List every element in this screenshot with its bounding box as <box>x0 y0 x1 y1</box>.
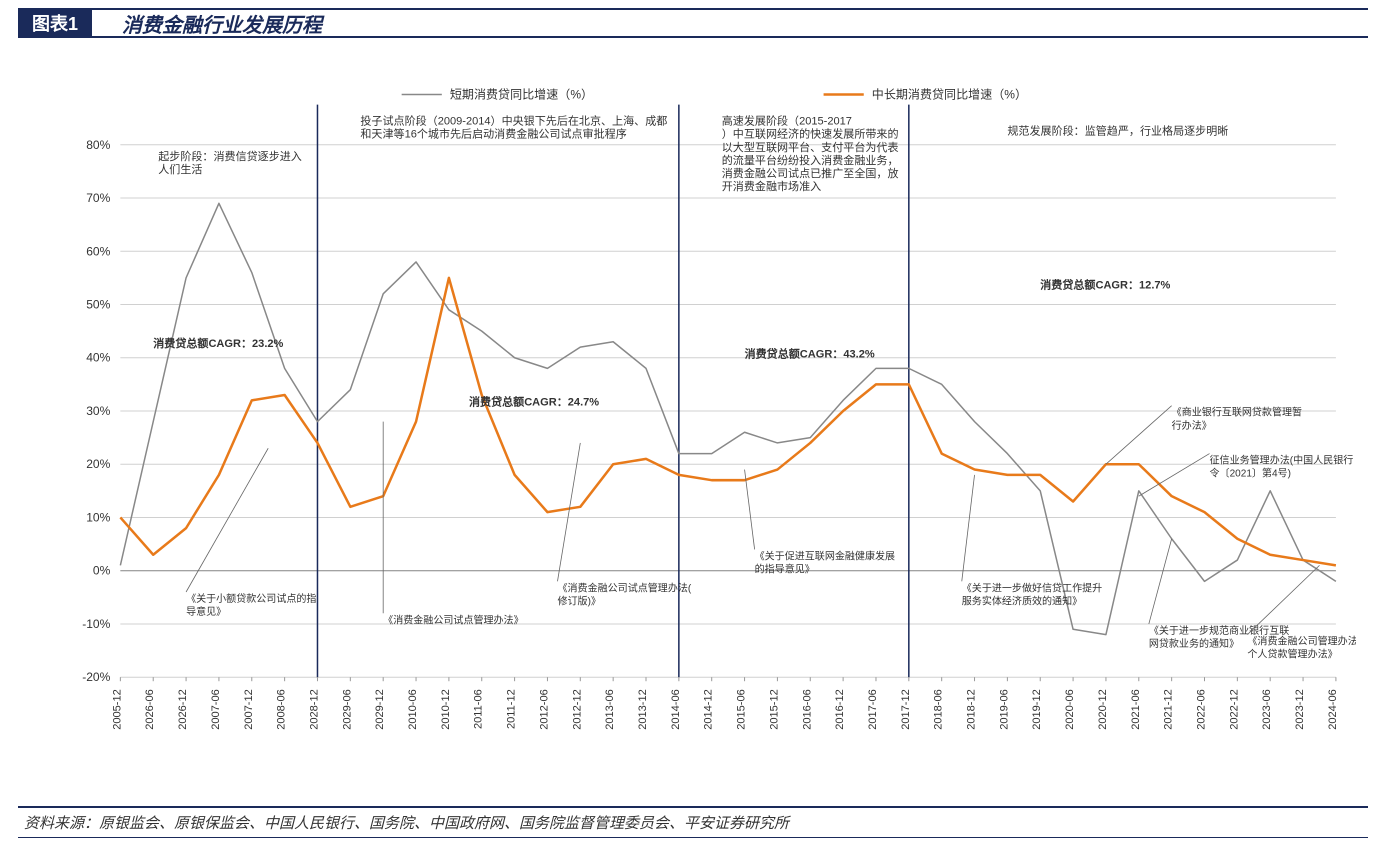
svg-text:中长期消费贷同比增速（%）: 中长期消费贷同比增速（%） <box>872 87 1027 102</box>
svg-text:2015-06: 2015-06 <box>736 689 748 730</box>
svg-text:2020-12: 2020-12 <box>1097 689 1109 730</box>
svg-text:-20%: -20% <box>82 670 110 684</box>
svg-text:2022-12: 2022-12 <box>1228 689 1240 730</box>
svg-text:2017-12: 2017-12 <box>900 689 912 730</box>
svg-text:行办法》: 行办法》 <box>1172 419 1212 432</box>
svg-text:2029-06: 2029-06 <box>341 689 353 730</box>
svg-text:2021-12: 2021-12 <box>1163 689 1175 730</box>
svg-text:40%: 40% <box>86 351 110 365</box>
svg-text:2020-06: 2020-06 <box>1064 689 1076 730</box>
svg-text:《关于小额贷款公司试点的指: 《关于小额贷款公司试点的指 <box>186 592 316 605</box>
source-list: 原银监会、原银保监会、中国人民银行、国务院、中国政府网、国务院监督管理委员会、平… <box>99 815 789 832</box>
svg-text:2012-12: 2012-12 <box>571 689 583 730</box>
svg-text:短期消费贷同比增速（%）: 短期消费贷同比增速（%） <box>450 88 593 102</box>
svg-text:2026-12: 2026-12 <box>177 689 189 730</box>
svg-text:2010-12: 2010-12 <box>440 689 452 730</box>
svg-text:2005-12: 2005-12 <box>111 689 123 730</box>
header-bar: 图表1 消费金融行业发展历程 <box>18 8 1368 38</box>
svg-text:导意见》: 导意见》 <box>186 605 226 618</box>
svg-text:0%: 0% <box>93 564 111 578</box>
svg-text:2008-06: 2008-06 <box>276 689 288 730</box>
svg-text:2019-06: 2019-06 <box>998 689 1010 730</box>
svg-text:投子试点阶段（2009-2014）中央银下先后在北京、上海、: 投子试点阶段（2009-2014）中央银下先后在北京、上海、成都 <box>360 114 667 128</box>
svg-text:令〔2021〕第4号): 令〔2021〕第4号) <box>1210 467 1291 480</box>
svg-text:70%: 70% <box>86 191 110 205</box>
svg-text:-10%: -10% <box>82 617 110 631</box>
svg-text:消费金融公司试点已推广至全国，放: 消费金融公司试点已推广至全国，放 <box>722 166 899 180</box>
svg-text:2013-12: 2013-12 <box>637 689 649 730</box>
svg-text:高速发展阶段（2015-2017: 高速发展阶段（2015-2017 <box>722 114 852 128</box>
svg-text:2017-06: 2017-06 <box>867 689 879 730</box>
svg-text:2022-06: 2022-06 <box>1195 689 1207 730</box>
svg-text:2023-06: 2023-06 <box>1261 689 1273 730</box>
svg-text:2019-12: 2019-12 <box>1031 689 1043 730</box>
svg-text:2014-06: 2014-06 <box>670 689 682 730</box>
svg-text:服务实体经济质效的通知》: 服务实体经济质效的通知》 <box>962 594 1082 607</box>
svg-text:消费贷总额CAGR：24.7%: 消费贷总额CAGR：24.7% <box>469 395 599 409</box>
svg-text:2016-06: 2016-06 <box>801 689 813 730</box>
svg-text:2012-06: 2012-06 <box>538 689 550 730</box>
svg-text:）中互联网经济的快速发展所带来的: ）中互联网经济的快速发展所带来的 <box>722 127 899 141</box>
svg-text:网贷款业务的通知》: 网贷款业务的通知》 <box>1149 637 1239 650</box>
svg-text:50%: 50% <box>86 298 110 312</box>
svg-text:以大型互联网平台、支付平台为代表: 以大型互联网平台、支付平台为代表 <box>722 140 899 154</box>
chart-title: 消费金融行业发展历程 <box>122 9 322 38</box>
source-prefix: 资料来源： <box>24 815 99 832</box>
svg-text:10%: 10% <box>86 510 110 524</box>
svg-text:2013-06: 2013-06 <box>604 689 616 730</box>
svg-text:消费贷总额CAGR：43.2%: 消费贷总额CAGR：43.2% <box>745 347 875 361</box>
svg-text:《关于进一步做好信贷工作提升: 《关于进一步做好信贷工作提升 <box>962 581 1102 594</box>
svg-text:30%: 30% <box>86 404 110 418</box>
svg-text:起步阶段：消费信贷逐步进入: 起步阶段：消费信贷逐步进入 <box>158 149 302 163</box>
svg-text:《消费金融公司试点管理办法》: 《消费金融公司试点管理办法》 <box>383 613 523 626</box>
svg-text:20%: 20% <box>86 457 110 471</box>
svg-text:2026-06: 2026-06 <box>144 689 156 730</box>
svg-text:2015-12: 2015-12 <box>768 689 780 730</box>
svg-text:2007-06: 2007-06 <box>210 689 222 730</box>
chart-number-badge: 图表1 <box>18 10 92 36</box>
svg-text:征信业务管理办法(中国人民银行: 征信业务管理办法(中国人民银行 <box>1210 454 1354 467</box>
svg-text:2010-06: 2010-06 <box>407 689 419 730</box>
svg-text:《消费金融公司管理办法》、《: 《消费金融公司管理办法》、《 <box>1247 635 1356 648</box>
svg-text:《关于进一步规范商业银行互联: 《关于进一步规范商业银行互联 <box>1149 624 1289 637</box>
chart-container: -20% -10% 0% 10% 20% 30% 40% 50% 60% 70% 80% 2005-… <box>40 60 1356 772</box>
svg-text:2007-12: 2007-12 <box>243 689 255 730</box>
svg-text:2018-12: 2018-12 <box>966 689 978 730</box>
svg-text:2014-12: 2014-12 <box>703 689 715 730</box>
svg-text:的流量平台纷纷投入消费金融业务，: 的流量平台纷纷投入消费金融业务， <box>722 153 899 167</box>
svg-text:《商业银行互联网贷款管理暂: 《商业银行互联网贷款管理暂 <box>1172 406 1302 419</box>
svg-text:消费贷总额CAGR：23.2%: 消费贷总额CAGR：23.2% <box>153 336 283 350</box>
svg-text:80%: 80% <box>86 138 110 152</box>
svg-text:的指导意见》: 的指导意见》 <box>755 563 815 576</box>
svg-text:2029-12: 2029-12 <box>374 689 386 730</box>
footer-bar: 资料来源：原银监会、原银保监会、中国人民银行、国务院、中国政府网、国务院监督管理… <box>18 806 1368 838</box>
svg-text:2028-12: 2028-12 <box>308 689 320 730</box>
svg-text:开消费金融市场准入: 开消费金融市场准入 <box>722 179 821 193</box>
svg-text:60%: 60% <box>86 244 110 258</box>
svg-text:修订版)》: 修订版)》 <box>557 594 600 607</box>
svg-text:《消费金融公司试点管理办法(: 《消费金融公司试点管理办法( <box>557 581 691 594</box>
svg-text:人们生活: 人们生活 <box>158 162 202 176</box>
source-label: 资料来源：原银监会、原银保监会、中国人民银行、国务院、中国政府网、国务院监督管理… <box>24 815 789 832</box>
svg-text:个人贷款管理办法》: 个人贷款管理办法》 <box>1247 648 1337 661</box>
svg-text:2024-06: 2024-06 <box>1327 689 1339 730</box>
svg-text:2011-12: 2011-12 <box>506 689 518 729</box>
svg-text:规范发展阶段：监管趋严，行业格局逐步明晰: 规范发展阶段：监管趋严，行业格局逐步明晰 <box>1007 124 1228 138</box>
svg-text:和天津等16个城市先后启动消费金融公司试点审批程序: 和天津等16个城市先后启动消费金融公司试点审批程序 <box>360 127 626 141</box>
chart-svg: -20% -10% 0% 10% 20% 30% 40% 50% 60% 70% 80% 2005-… <box>40 60 1356 772</box>
svg-text:2021-06: 2021-06 <box>1130 689 1142 730</box>
svg-text:2011-06: 2011-06 <box>473 689 485 729</box>
svg-text:2023-12: 2023-12 <box>1294 689 1306 730</box>
svg-text:消费贷总额CAGR：12.7%: 消费贷总额CAGR：12.7% <box>1040 278 1170 292</box>
svg-text:《关于促进互联网金融健康发展: 《关于促进互联网金融健康发展 <box>755 549 895 562</box>
svg-text:2016-12: 2016-12 <box>834 689 846 730</box>
svg-text:2018-06: 2018-06 <box>933 689 945 730</box>
